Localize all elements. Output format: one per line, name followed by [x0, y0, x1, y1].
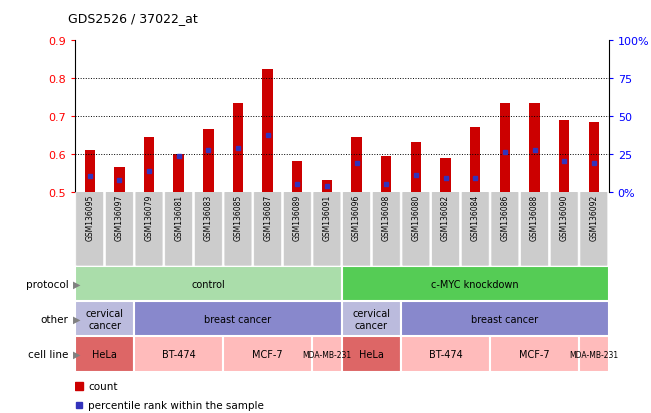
FancyBboxPatch shape	[313, 192, 341, 266]
Bar	[579, 337, 609, 372]
Bar	[342, 337, 401, 372]
Text: MDA-MB-231: MDA-MB-231	[302, 350, 352, 358]
Bar	[75, 337, 134, 372]
Bar	[381, 156, 391, 192]
Text: GSM136082: GSM136082	[441, 194, 450, 240]
FancyBboxPatch shape	[105, 192, 133, 266]
Bar	[352, 138, 362, 192]
FancyBboxPatch shape	[165, 192, 193, 266]
Text: MDA-MB-231: MDA-MB-231	[569, 350, 618, 358]
FancyBboxPatch shape	[254, 192, 282, 266]
Bar	[401, 301, 609, 337]
Text: HeLa: HeLa	[359, 349, 384, 359]
Text: GSM136079: GSM136079	[145, 194, 154, 240]
Bar	[529, 104, 540, 192]
Text: MCF-7: MCF-7	[253, 349, 283, 359]
Text: GSM136096: GSM136096	[352, 194, 361, 240]
Text: GSM136098: GSM136098	[381, 194, 391, 240]
Text: GSM136095: GSM136095	[85, 194, 94, 240]
Bar	[470, 128, 480, 192]
Bar	[262, 69, 273, 192]
Text: ▶: ▶	[73, 314, 81, 324]
Text: protocol: protocol	[25, 279, 68, 289]
Text: BT-474: BT-474	[162, 349, 195, 359]
Text: GSM136090: GSM136090	[560, 194, 569, 240]
FancyBboxPatch shape	[550, 192, 578, 266]
Text: GSM136081: GSM136081	[174, 194, 183, 240]
Text: GDS2526 / 37022_at: GDS2526 / 37022_at	[68, 12, 198, 25]
Bar	[114, 168, 124, 192]
Text: GSM136086: GSM136086	[501, 194, 509, 240]
Text: other: other	[40, 314, 68, 324]
Bar	[75, 301, 134, 337]
Text: count: count	[89, 381, 118, 391]
FancyBboxPatch shape	[135, 192, 163, 266]
Text: GSM136083: GSM136083	[204, 194, 213, 240]
Bar	[490, 337, 579, 372]
Bar	[134, 337, 223, 372]
Text: GSM136084: GSM136084	[471, 194, 480, 240]
FancyBboxPatch shape	[580, 192, 608, 266]
FancyBboxPatch shape	[432, 192, 460, 266]
Text: GSM136088: GSM136088	[530, 194, 539, 240]
Bar	[559, 121, 570, 192]
Text: GSM136092: GSM136092	[589, 194, 598, 240]
Bar	[342, 301, 401, 337]
FancyBboxPatch shape	[462, 192, 489, 266]
Text: BT-474: BT-474	[429, 349, 462, 359]
Text: GSM136087: GSM136087	[263, 194, 272, 240]
FancyBboxPatch shape	[76, 192, 104, 266]
Bar	[144, 138, 154, 192]
Bar	[589, 122, 599, 192]
FancyBboxPatch shape	[283, 192, 311, 266]
Bar	[75, 266, 342, 301]
Bar	[342, 266, 609, 301]
Text: cervical
cancer: cervical cancer	[352, 308, 391, 330]
Text: breast cancer: breast cancer	[471, 314, 538, 324]
Bar	[233, 104, 243, 192]
FancyBboxPatch shape	[521, 192, 549, 266]
Text: cervical
cancer: cervical cancer	[85, 308, 124, 330]
Bar	[203, 130, 214, 192]
Text: GSM136097: GSM136097	[115, 194, 124, 240]
Bar	[173, 154, 184, 192]
FancyBboxPatch shape	[372, 192, 400, 266]
FancyBboxPatch shape	[195, 192, 222, 266]
Text: GSM136080: GSM136080	[411, 194, 421, 240]
Text: ▶: ▶	[73, 279, 81, 289]
Text: HeLa: HeLa	[92, 349, 117, 359]
Text: GSM136091: GSM136091	[322, 194, 331, 240]
FancyBboxPatch shape	[224, 192, 252, 266]
Text: GSM136089: GSM136089	[293, 194, 302, 240]
Bar	[85, 151, 95, 192]
Text: cell line: cell line	[28, 349, 68, 359]
Text: control: control	[191, 279, 225, 289]
FancyBboxPatch shape	[402, 192, 430, 266]
Bar	[312, 337, 342, 372]
Bar	[223, 337, 312, 372]
Text: MCF-7: MCF-7	[519, 349, 550, 359]
Bar	[401, 337, 490, 372]
Bar	[500, 104, 510, 192]
Bar	[134, 301, 342, 337]
Text: breast cancer: breast cancer	[204, 314, 271, 324]
Bar	[322, 181, 332, 192]
Bar	[292, 162, 303, 192]
FancyBboxPatch shape	[491, 192, 519, 266]
Bar	[411, 143, 421, 192]
Bar	[440, 158, 450, 192]
Text: GSM136085: GSM136085	[234, 194, 242, 240]
Text: percentile rank within the sample: percentile rank within the sample	[89, 400, 264, 410]
FancyBboxPatch shape	[342, 192, 370, 266]
Text: c-MYC knockdown: c-MYC knockdown	[432, 279, 519, 289]
Text: ▶: ▶	[73, 349, 81, 359]
